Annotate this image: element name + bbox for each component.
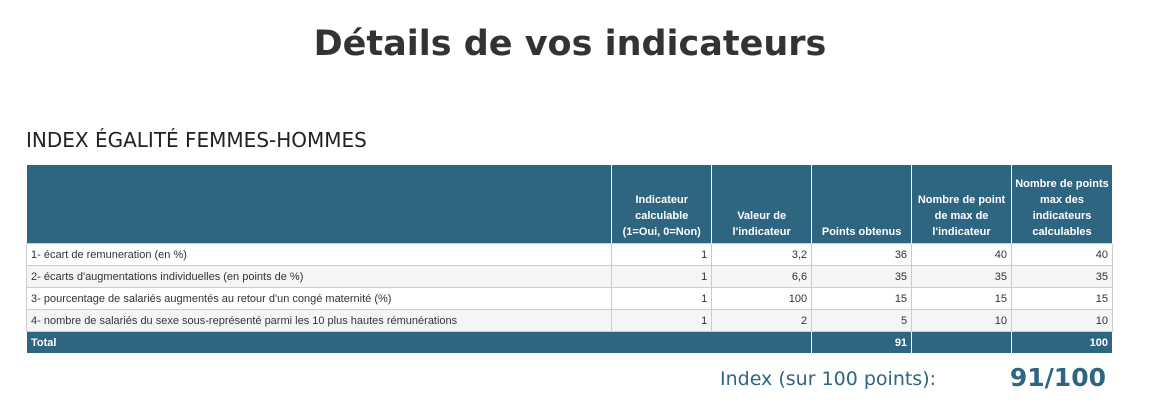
total-empty (911, 331, 1012, 354)
table-cell: 35 (1011, 265, 1113, 288)
row-label: 2- écarts d'augmentations individuelles … (25, 265, 613, 288)
table-row: 3- pourcentage de salariés augmentés au … (25, 287, 1113, 310)
column-header: Indicateur calculable (1=Oui, 0=Non) (611, 165, 713, 244)
table-cell: 40 (1011, 243, 1113, 266)
row-label: 4- nombre de salariés du sexe sous-repré… (25, 309, 613, 332)
total-points: 91 (811, 331, 913, 354)
table-row: 4- nombre de salariés du sexe sous-repré… (25, 309, 1113, 332)
table-cell: 100 (711, 287, 813, 310)
table-cell: 3,2 (711, 243, 813, 266)
column-header: Valeur de l'indicateur (711, 165, 813, 244)
table-cell: 35 (911, 265, 1012, 288)
column-header: Nombre de point de max de l'indicateur (911, 165, 1012, 244)
row-label: 1- écart de remuneration (en %) (25, 243, 613, 266)
table-row: 2- écarts d'augmentations individuelles … (25, 265, 1113, 288)
table-cell: 1 (611, 243, 713, 266)
table-body: 1- écart de remuneration (en %) 1 3,2 36 40 4… (25, 243, 1113, 354)
table-cell: 40 (911, 243, 1012, 266)
page-title: Détails de vos indicateurs (313, 24, 827, 64)
table-cell: 36 (811, 243, 913, 266)
table-cell: 15 (911, 287, 1012, 310)
index-value: 91/100 (1009, 363, 1106, 392)
indicator-table: Indicateur calculable (1=Oui, 0=Non) Vale… (25, 165, 1113, 354)
table-cell: 15 (1011, 287, 1113, 310)
table-cell: 1 (611, 309, 713, 332)
table-cell: 6,6 (711, 265, 813, 288)
column-header (26, 165, 613, 244)
total-max: 100 (1011, 331, 1113, 354)
column-header: Nombre de points max des indicateurs cal… (1011, 165, 1113, 244)
row-label: 3- pourcentage de salariés augmentés au … (25, 287, 613, 310)
table-cell: 10 (911, 309, 1012, 332)
column-header: Points obtenus (811, 165, 913, 244)
table-row: 1- écart de remuneration (en %) 1 3,2 36 40 4… (25, 243, 1113, 266)
section-title: INDEX ÉGALITÉ FEMMES-HOMMES (26, 128, 367, 152)
table-cell: 35 (811, 265, 913, 288)
table-cell: 10 (1011, 309, 1113, 332)
table-cell: 5 (811, 309, 913, 332)
table-cell: 1 (611, 265, 713, 288)
table-cell: 1 (611, 287, 713, 310)
header-row: Indicateur calculable (1=Oui, 0=Non) Vale… (26, 165, 1113, 244)
index-label: Index (sur 100 points): (720, 368, 937, 390)
total-row: Total 91 100 (25, 331, 1113, 354)
table-cell: 15 (811, 287, 913, 310)
table-cell: 2 (711, 309, 813, 332)
total-label: Total (25, 331, 813, 354)
